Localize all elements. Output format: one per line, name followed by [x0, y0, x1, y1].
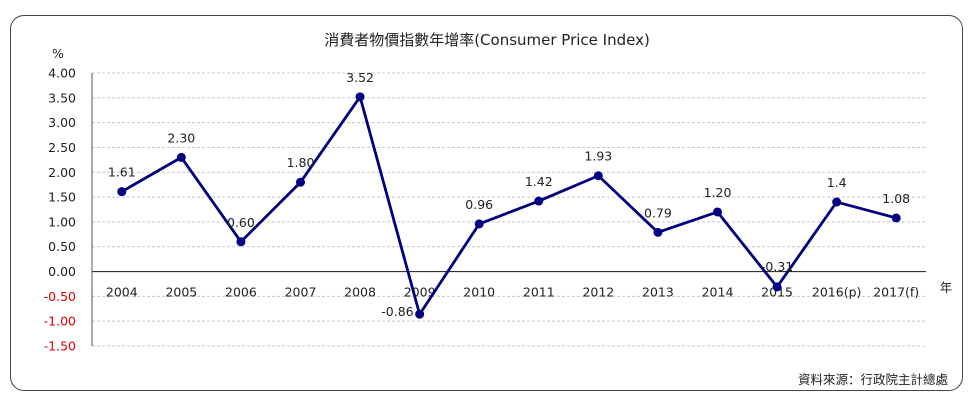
data-label: 0.79	[644, 205, 672, 220]
data-point	[117, 187, 127, 197]
y-tick-label: -1.50	[44, 339, 76, 354]
x-tick-label: 2005	[165, 285, 197, 300]
data-point	[415, 309, 425, 319]
data-label: -0.86	[381, 304, 413, 319]
x-axis-unit: 年	[940, 280, 953, 295]
data-label: 1.61	[108, 165, 136, 180]
y-tick-label: 1.50	[48, 190, 76, 205]
x-tick-label: 2017(f)	[873, 285, 919, 300]
chart-frame	[10, 15, 963, 391]
chart-title: 消費者物價指數年增率(Consumer Price Index)	[324, 31, 650, 49]
data-label: 1.4	[827, 175, 847, 190]
x-tick-label: 2011	[523, 285, 555, 300]
data-label: 2.30	[167, 130, 195, 145]
y-tick-label: 0.00	[48, 264, 76, 279]
y-tick-label: 2.50	[48, 140, 76, 155]
x-tick-label: 2016(p)	[812, 285, 862, 300]
x-tick-label: 2007	[285, 285, 317, 300]
data-label: 1.42	[525, 174, 553, 189]
data-label: 3.52	[346, 70, 374, 85]
data-point	[236, 237, 246, 247]
y-tick-label: -1.00	[44, 314, 76, 329]
x-tick-label: 2004	[106, 285, 138, 300]
data-point	[832, 197, 842, 207]
x-tick-label: 2014	[702, 285, 734, 300]
source-note: 資料來源：行政院主計總處	[798, 372, 949, 387]
data-label: 1.20	[704, 185, 732, 200]
x-tick-label: 2015	[761, 285, 793, 300]
data-point	[713, 207, 722, 217]
x-tick-label: 2010	[463, 285, 495, 300]
y-tick-label: 3.50	[48, 90, 76, 105]
data-label: 1.93	[584, 149, 612, 164]
data-point	[176, 152, 186, 162]
y-tick-label: 1.00	[48, 214, 76, 229]
data-label: 0.96	[465, 197, 493, 212]
x-tick-label: 2013	[642, 285, 674, 300]
data-point	[474, 219, 484, 229]
series-line-path	[121, 95, 897, 316]
y-tick-labels: 4.00 3.50 3.00 2.50 2.00 1.50 1.00 0.50 0.00 -0.5…	[44, 66, 76, 354]
y-tick-label: 2.00	[48, 165, 76, 180]
y-tick-label: 0.50	[48, 239, 76, 254]
data-label: 1.80	[287, 155, 315, 170]
y-tick-label: -0.50	[44, 289, 76, 304]
data-point	[534, 196, 544, 206]
data-point	[355, 92, 365, 102]
x-tick-label: 2012	[582, 285, 614, 300]
data-point	[772, 282, 782, 292]
data-points	[117, 92, 901, 319]
data-labels: 1.61 2.30 0.60 1.80 3.52 -0.86 0.96 1.42 1.93 0.7…	[108, 70, 910, 319]
data-point	[296, 177, 305, 187]
x-tick-label: 2008	[344, 285, 376, 300]
data-label: 0.60	[227, 215, 255, 230]
grid-lines	[92, 72, 926, 347]
y-axis-unit: %	[52, 46, 64, 61]
x-tick-labels: 2004 2005 2006 2007 2008 2009 2010 2011 2012 2013…	[106, 285, 919, 300]
y-tick-label: 4.00	[48, 66, 76, 81]
x-tick-label: 2006	[225, 285, 257, 300]
series-line	[121, 95, 897, 316]
y-tick-label: 3.00	[48, 115, 76, 130]
data-point	[891, 213, 901, 223]
data-label: -0.31	[761, 259, 793, 274]
data-label: 1.08	[882, 191, 910, 206]
data-point	[653, 227, 663, 237]
data-point	[593, 171, 603, 181]
